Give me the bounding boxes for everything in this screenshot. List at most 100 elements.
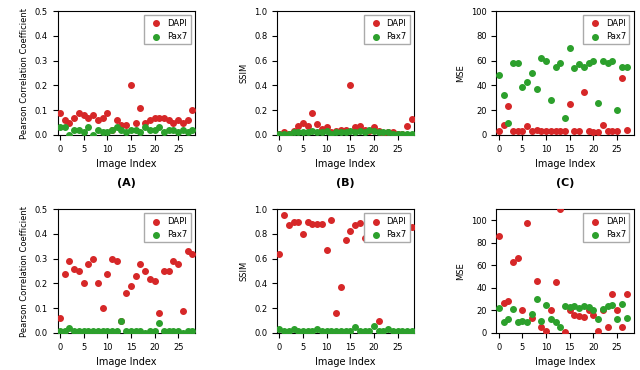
Pax7 bbox=[584, 60, 594, 66]
Legend: DAPI, Pax7: DAPI, Pax7 bbox=[583, 213, 629, 242]
DAPI bbox=[532, 278, 542, 284]
DAPI bbox=[527, 128, 537, 134]
DAPI bbox=[182, 117, 193, 123]
DAPI bbox=[178, 120, 188, 125]
Pax7 bbox=[584, 304, 594, 310]
Pax7 bbox=[536, 55, 547, 61]
Pax7 bbox=[111, 125, 122, 131]
DAPI bbox=[74, 268, 84, 274]
DAPI bbox=[111, 117, 122, 123]
Pax7 bbox=[378, 327, 388, 333]
DAPI bbox=[541, 328, 551, 334]
DAPI bbox=[588, 130, 598, 135]
Legend: DAPI, Pax7: DAPI, Pax7 bbox=[145, 15, 191, 44]
DAPI bbox=[97, 115, 108, 121]
Pax7 bbox=[79, 327, 89, 333]
DAPI bbox=[369, 220, 379, 226]
Y-axis label: SSIM: SSIM bbox=[239, 63, 248, 83]
DAPI bbox=[402, 222, 412, 228]
DAPI bbox=[607, 291, 618, 297]
DAPI bbox=[293, 219, 303, 225]
Pax7 bbox=[621, 64, 632, 70]
Pax7 bbox=[607, 58, 618, 64]
DAPI bbox=[275, 251, 285, 257]
Pax7 bbox=[93, 127, 103, 133]
DAPI bbox=[350, 125, 360, 131]
DAPI bbox=[307, 110, 317, 115]
DAPI bbox=[364, 128, 374, 134]
Pax7 bbox=[97, 130, 108, 135]
X-axis label: Image Index: Image Index bbox=[316, 357, 376, 367]
Pax7 bbox=[378, 130, 388, 135]
Pax7 bbox=[289, 130, 299, 135]
DAPI bbox=[326, 130, 337, 135]
Pax7 bbox=[159, 327, 169, 333]
Pax7 bbox=[74, 127, 84, 133]
DAPI bbox=[517, 128, 527, 134]
Pax7 bbox=[541, 302, 551, 308]
Pax7 bbox=[350, 324, 360, 330]
Pax7 bbox=[345, 327, 355, 333]
Pax7 bbox=[289, 326, 299, 332]
DAPI bbox=[298, 120, 308, 125]
Y-axis label: MSE: MSE bbox=[456, 64, 465, 82]
X-axis label: Image Index: Image Index bbox=[96, 159, 156, 169]
DAPI bbox=[588, 312, 598, 318]
DAPI bbox=[499, 300, 509, 306]
DAPI bbox=[607, 128, 618, 134]
Y-axis label: MSE: MSE bbox=[456, 262, 465, 280]
Pax7 bbox=[522, 319, 532, 325]
DAPI bbox=[602, 128, 612, 134]
Pax7 bbox=[369, 128, 379, 134]
Pax7 bbox=[111, 327, 122, 333]
Y-axis label: Pearson Correlation Coefficient: Pearson Correlation Coefficient bbox=[20, 206, 29, 337]
DAPI bbox=[93, 280, 103, 286]
DAPI bbox=[574, 313, 584, 319]
Pax7 bbox=[126, 127, 136, 133]
Pax7 bbox=[527, 311, 537, 317]
DAPI bbox=[331, 128, 341, 134]
DAPI bbox=[154, 310, 164, 316]
DAPI bbox=[121, 290, 131, 296]
DAPI bbox=[182, 248, 193, 254]
DAPI bbox=[60, 270, 70, 276]
DAPI bbox=[126, 83, 136, 88]
Pax7 bbox=[374, 327, 384, 333]
Pax7 bbox=[131, 327, 141, 333]
DAPI bbox=[560, 329, 570, 335]
Pax7 bbox=[550, 64, 561, 70]
DAPI bbox=[508, 128, 518, 134]
DAPI bbox=[503, 299, 513, 305]
DAPI bbox=[83, 261, 93, 267]
DAPI bbox=[360, 235, 370, 241]
Pax7 bbox=[312, 326, 323, 332]
Pax7 bbox=[374, 130, 384, 135]
Pax7 bbox=[493, 73, 504, 78]
Y-axis label: Pearson Correlation Coefficient: Pearson Correlation Coefficient bbox=[20, 7, 29, 138]
Pax7 bbox=[74, 327, 84, 333]
DAPI bbox=[374, 128, 384, 134]
Pax7 bbox=[392, 327, 403, 333]
Pax7 bbox=[107, 127, 117, 133]
Pax7 bbox=[293, 130, 303, 135]
DAPI bbox=[74, 110, 84, 115]
DAPI bbox=[93, 117, 103, 123]
Pax7 bbox=[154, 320, 164, 326]
DAPI bbox=[369, 125, 379, 131]
DAPI bbox=[64, 120, 74, 125]
Pax7 bbox=[121, 327, 131, 333]
Pax7 bbox=[588, 307, 598, 313]
Pax7 bbox=[303, 327, 313, 333]
Pax7 bbox=[298, 130, 308, 135]
Pax7 bbox=[593, 316, 604, 322]
DAPI bbox=[173, 117, 183, 123]
Pax7 bbox=[317, 130, 327, 135]
DAPI bbox=[564, 101, 575, 107]
DAPI bbox=[317, 221, 327, 227]
Pax7 bbox=[560, 303, 570, 309]
DAPI bbox=[69, 115, 79, 121]
Pax7 bbox=[574, 305, 584, 311]
Pax7 bbox=[355, 327, 365, 333]
DAPI bbox=[397, 131, 408, 137]
Pax7 bbox=[164, 127, 174, 133]
